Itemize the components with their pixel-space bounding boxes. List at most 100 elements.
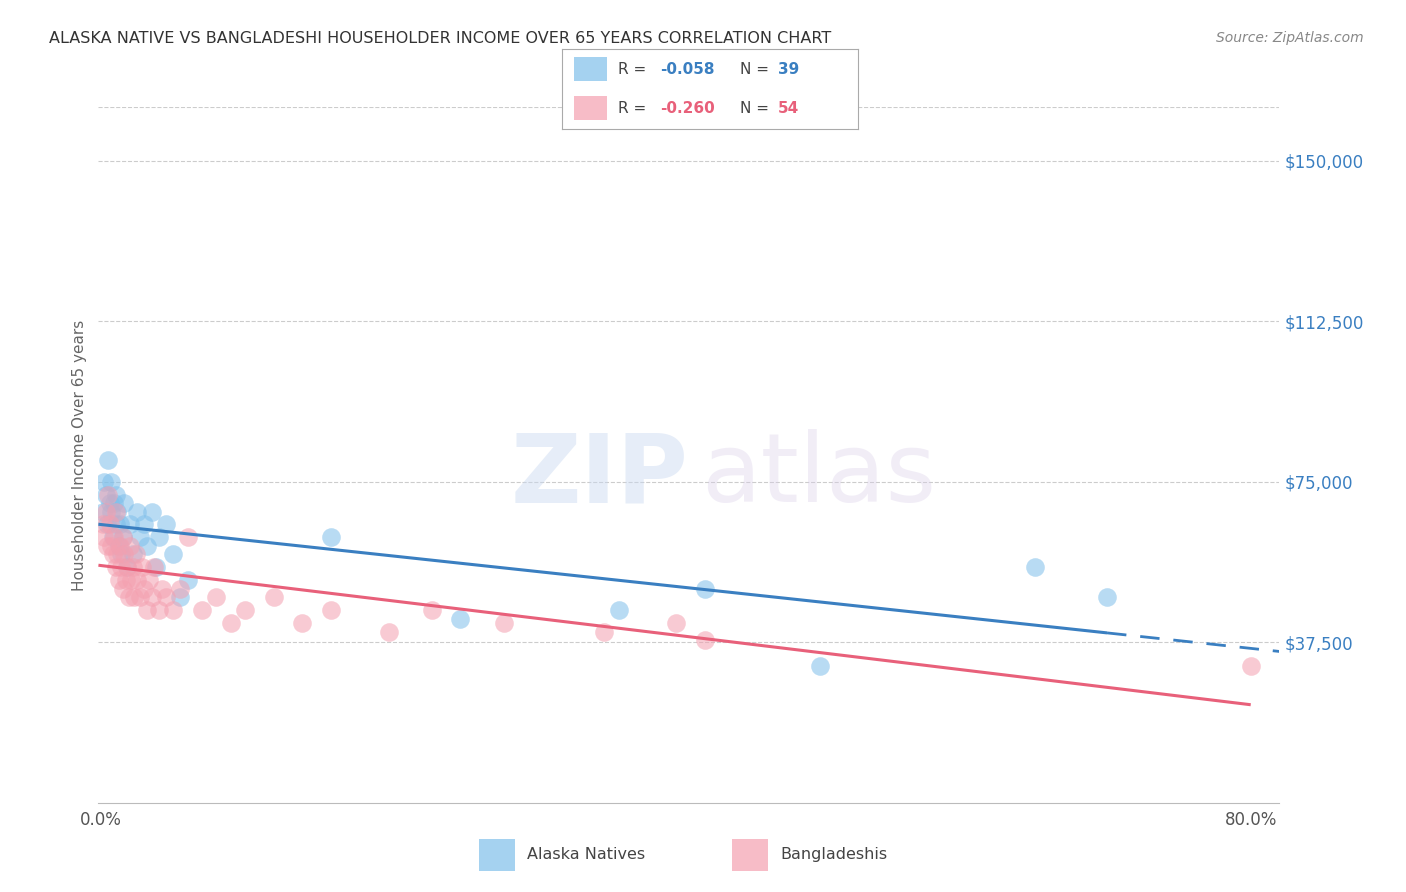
Point: [93, 475, 115, 489]
Point: [105, 505, 128, 519]
Point: [107, 573, 129, 587]
Point: [96, 539, 118, 553]
Point: [103, 530, 125, 544]
Text: 54: 54: [778, 101, 799, 116]
Point: [108, 517, 131, 532]
Point: [450, 612, 472, 626]
Point: [141, 591, 163, 605]
Point: [117, 591, 139, 605]
Point: [104, 517, 127, 532]
Point: [136, 603, 159, 617]
Point: [122, 560, 145, 574]
Point: [291, 615, 314, 630]
Point: [101, 530, 124, 544]
Point: [96, 517, 118, 532]
Point: [148, 603, 170, 617]
Point: [593, 624, 616, 639]
Bar: [479, 839, 515, 871]
Point: [219, 615, 242, 630]
Point: [121, 573, 143, 587]
Bar: [733, 839, 768, 871]
Point: [100, 539, 122, 553]
Point: [97, 453, 120, 467]
Point: [162, 548, 184, 562]
Point: [1095, 591, 1118, 605]
Point: [98, 496, 121, 510]
Point: [105, 548, 128, 562]
Point: [115, 560, 138, 574]
Point: [129, 530, 152, 544]
Point: [118, 539, 141, 553]
Text: -0.058: -0.058: [659, 62, 714, 77]
Point: [134, 517, 156, 532]
Point: [136, 539, 159, 553]
Point: [148, 530, 170, 544]
Y-axis label: Householder Income Over 65 years: Householder Income Over 65 years: [72, 319, 87, 591]
Point: [111, 530, 134, 544]
Text: N =: N =: [740, 62, 773, 77]
Point: [104, 560, 127, 574]
Text: ALASKA NATIVE VS BANGLADESHI HOUSEHOLDER INCOME OVER 65 YEARS CORRELATION CHART: ALASKA NATIVE VS BANGLADESHI HOUSEHOLDER…: [49, 31, 831, 46]
Point: [129, 591, 152, 605]
Point: [145, 560, 167, 574]
Text: N =: N =: [740, 101, 773, 116]
Point: [91, 505, 114, 519]
Point: [693, 582, 716, 596]
Point: [162, 603, 184, 617]
Point: [191, 603, 214, 617]
Point: [110, 560, 132, 574]
Point: [108, 539, 131, 553]
Point: [93, 530, 115, 544]
Point: [420, 603, 443, 617]
Point: [1240, 658, 1263, 673]
Point: [263, 591, 285, 605]
Point: [100, 475, 122, 489]
Point: [103, 496, 125, 510]
Point: [104, 505, 127, 519]
Point: [125, 548, 148, 562]
Point: [111, 582, 134, 596]
Text: -0.260: -0.260: [659, 101, 714, 116]
Point: [492, 615, 515, 630]
Point: [111, 530, 134, 544]
Point: [150, 582, 173, 596]
Point: [127, 505, 149, 519]
Point: [808, 658, 831, 673]
Text: Alaska Natives: Alaska Natives: [527, 847, 645, 862]
Point: [124, 591, 146, 605]
Point: [176, 530, 198, 544]
Point: [114, 573, 136, 587]
Bar: [574, 57, 607, 81]
Point: [155, 517, 177, 532]
Point: [233, 603, 256, 617]
Text: 39: 39: [778, 62, 799, 77]
Text: R =: R =: [619, 101, 651, 116]
Point: [91, 517, 114, 532]
Point: [100, 505, 122, 519]
Point: [143, 560, 166, 574]
Text: ZIP: ZIP: [510, 429, 689, 523]
Bar: [574, 95, 607, 120]
Point: [169, 582, 191, 596]
Point: [141, 505, 163, 519]
Point: [321, 603, 343, 617]
Point: [94, 505, 117, 519]
Point: [127, 573, 149, 587]
Text: atlas: atlas: [700, 429, 936, 523]
Point: [169, 591, 191, 605]
Point: [138, 573, 160, 587]
Point: [377, 624, 399, 639]
Point: [101, 548, 124, 562]
Point: [321, 530, 343, 544]
Point: [94, 487, 117, 501]
Point: [134, 582, 156, 596]
Point: [155, 591, 177, 605]
Point: [693, 633, 716, 648]
Point: [607, 603, 630, 617]
Point: [115, 560, 138, 574]
Point: [97, 487, 120, 501]
Point: [104, 487, 127, 501]
Point: [112, 548, 135, 562]
Point: [107, 539, 129, 553]
Point: [110, 548, 132, 562]
